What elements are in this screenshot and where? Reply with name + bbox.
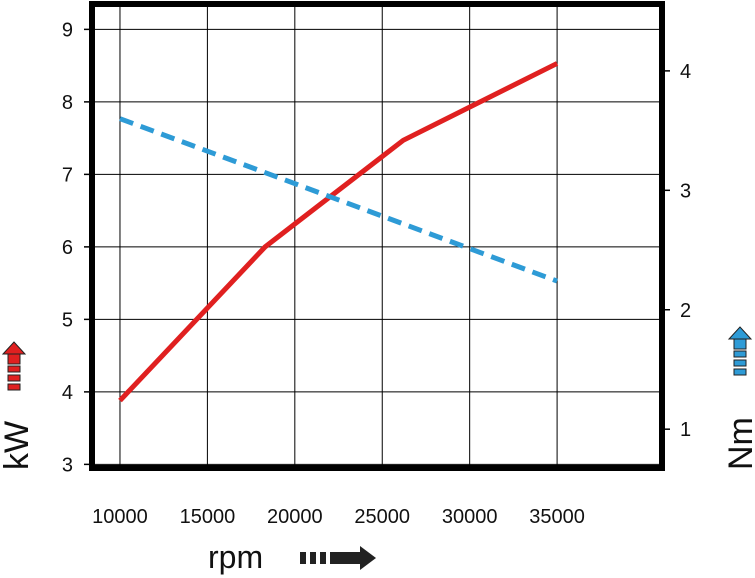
kw-unit-label: kW	[0, 341, 36, 470]
arrow-segment	[733, 350, 747, 358]
arrow-segment	[310, 552, 316, 564]
right-axis: 1 2 3 4	[662, 61, 691, 441]
nm-unit-label: Nm	[722, 326, 755, 470]
x-tick-label: 20000	[267, 506, 323, 528]
y-left-tick-label: 8	[62, 92, 73, 114]
nm-label: Nm	[722, 417, 755, 470]
arrow-segment	[300, 552, 306, 564]
rpm-label: rpm	[208, 539, 263, 575]
x-tick-label: 35000	[529, 506, 585, 528]
rpm-unit-label: rpm	[208, 539, 376, 575]
arrow-shaft	[7, 353, 21, 365]
arrow-head	[1, 341, 27, 355]
x-tick-label: 30000	[442, 506, 498, 528]
arrow-head	[727, 326, 753, 340]
y-left-tick-label: 4	[62, 382, 73, 404]
arrow-shaft	[733, 338, 747, 350]
grid	[92, 4, 662, 468]
plot-frame	[89, 1, 665, 471]
arrow-shaft	[330, 552, 360, 564]
arrow-segment	[7, 374, 21, 382]
y-right-tick-label: 1	[680, 419, 691, 441]
arrow-segment	[7, 365, 21, 373]
kw-label: kW	[0, 421, 36, 470]
y-right-tick-label: 2	[680, 300, 691, 322]
x-tick-label: 15000	[180, 506, 236, 528]
series-layer	[118, 61, 559, 403]
y-left-tick-label: 5	[62, 309, 73, 331]
x-tick-label: 25000	[354, 506, 410, 528]
x-axis: 10000 15000 20000 25000 30000 35000	[92, 506, 585, 528]
y-right-tick-label: 3	[680, 180, 691, 202]
arrow-segment	[320, 552, 326, 564]
y-right-tick-label: 4	[680, 61, 691, 83]
arrow-segment	[733, 359, 747, 367]
rpm-arrow-icon	[300, 546, 376, 570]
arrow-head	[360, 546, 376, 570]
arrow-segment	[733, 368, 747, 376]
kw-arrow-icon	[1, 341, 27, 391]
arrow-segment	[7, 383, 21, 391]
nm-series-line	[119, 116, 558, 284]
nm-arrow-icon	[727, 326, 753, 376]
kw-series-line	[118, 61, 559, 403]
y-left-tick-label: 7	[62, 164, 73, 186]
y-left-tick-label: 9	[62, 19, 73, 41]
x-tick-label: 10000	[92, 506, 148, 528]
y-left-tick-label: 3	[62, 454, 73, 476]
y-left-tick-label: 6	[62, 237, 73, 259]
left-axis: 3 4 5 6 7 8 9	[62, 19, 92, 476]
